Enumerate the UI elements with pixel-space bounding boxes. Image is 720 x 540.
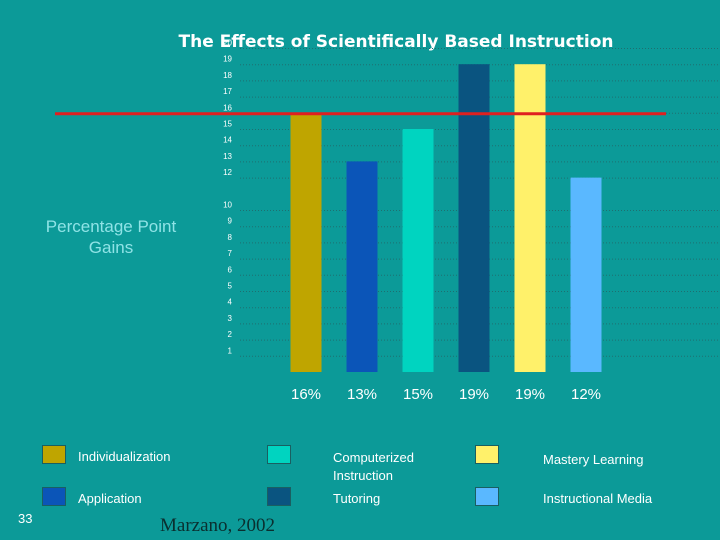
legend-label: Application bbox=[78, 491, 142, 506]
data-label: 19% bbox=[515, 386, 545, 403]
legend-label: Individualization bbox=[78, 449, 171, 464]
y-tick-label: 16 bbox=[223, 103, 232, 112]
y-tick-label: 13 bbox=[223, 152, 232, 161]
chart-title: The Effects of Scientifically Based Inst… bbox=[178, 32, 614, 52]
legend-swatch bbox=[267, 445, 291, 464]
y-tick-label: 5 bbox=[228, 282, 233, 291]
slide-number: 33 bbox=[18, 511, 33, 526]
legend-swatch bbox=[42, 487, 66, 506]
y-tick-label: 4 bbox=[228, 298, 233, 307]
legend-swatch bbox=[475, 487, 499, 506]
y-tick-label: 9 bbox=[228, 217, 233, 226]
data-label: 12% bbox=[571, 386, 601, 403]
legend-swatch bbox=[42, 445, 66, 464]
y-tick-label: 7 bbox=[228, 249, 233, 258]
data-label: 13% bbox=[347, 386, 377, 403]
y-tick-label: 2 bbox=[228, 330, 233, 339]
legend-label: Tutoring bbox=[333, 491, 381, 506]
y-tick-label: 20 bbox=[223, 39, 232, 48]
legend-label: Instructional Media bbox=[543, 491, 653, 506]
y-tick-label: 14 bbox=[223, 136, 232, 145]
data-label: 16% bbox=[291, 386, 321, 403]
legend-swatch bbox=[267, 487, 291, 506]
legend-swatch bbox=[475, 445, 499, 464]
y-tick-label: 10 bbox=[223, 201, 232, 210]
data-label: 19% bbox=[459, 386, 489, 403]
y-tick-label: 1 bbox=[228, 346, 233, 355]
legend-label: Computerized Instruction bbox=[333, 450, 414, 483]
y-tick-label: 19 bbox=[223, 55, 232, 64]
y-tick-label: 12 bbox=[223, 168, 232, 177]
bar bbox=[514, 64, 546, 372]
data-label: 15% bbox=[403, 386, 433, 403]
y-tick-label: 3 bbox=[228, 314, 233, 323]
y-tick-label: 17 bbox=[223, 87, 232, 96]
source-credit: Marzano, 2002 bbox=[160, 515, 276, 536]
y-tick-label: 6 bbox=[228, 265, 233, 274]
y-tick-label: 18 bbox=[223, 71, 232, 80]
legend-label: Mastery Learning bbox=[543, 452, 644, 467]
y-tick-label: 8 bbox=[228, 233, 233, 242]
bar bbox=[346, 161, 378, 372]
bar bbox=[290, 112, 322, 373]
bar bbox=[458, 64, 490, 372]
y-tick-label: 15 bbox=[223, 120, 232, 129]
bar bbox=[402, 129, 434, 372]
y-axis-label: Percentage Point Gains bbox=[45, 217, 177, 257]
bar bbox=[570, 177, 602, 372]
